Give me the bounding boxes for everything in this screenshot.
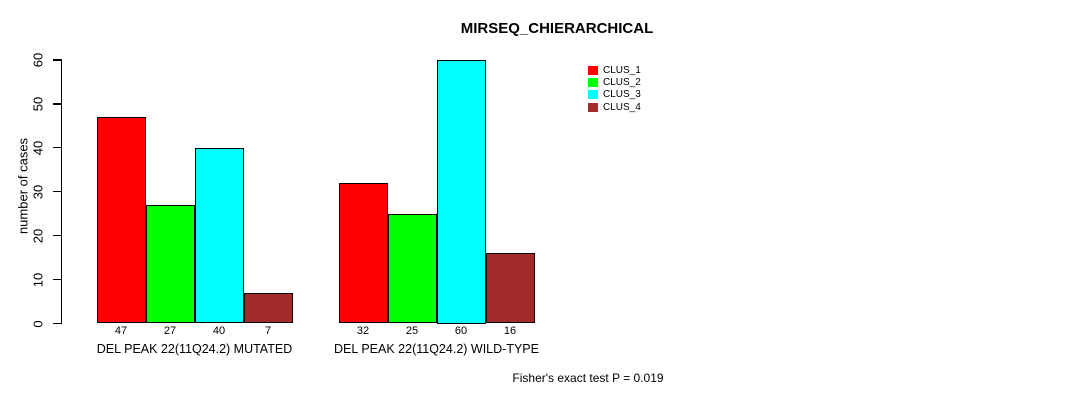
annotation-fisher-test: Fisher's exact test P = 0.019 — [512, 371, 664, 385]
y-axis-line — [60, 59, 62, 325]
bar-clus_3 — [194, 147, 244, 324]
bar-value-label: 7 — [264, 324, 272, 337]
legend-label: CLUS_3 — [603, 89, 641, 101]
legend-row: CLUS_2 — [588, 76, 641, 88]
y-tick-label: 60 — [30, 52, 46, 68]
y-tick-mark — [53, 322, 61, 325]
bar-clus_1 — [338, 182, 388, 324]
y-tick-mark — [53, 103, 61, 105]
legend: CLUS_1 CLUS_2 CLUS_3 CLUS_4 — [588, 64, 641, 113]
legend-label: CLUS_1 — [603, 64, 641, 76]
y-tick-label: 0 — [30, 319, 46, 328]
y-tick-label: 50 — [30, 96, 46, 112]
legend-row: CLUS_3 — [588, 89, 641, 101]
y-tick-mark — [53, 235, 61, 237]
y-tick-label: 30 — [30, 184, 46, 199]
y-tick-mark — [53, 191, 61, 193]
bar-clus_2 — [387, 213, 437, 324]
bar-value-label: 47 — [114, 324, 128, 337]
legend-row: CLUS_4 — [588, 101, 641, 113]
legend-row: CLUS_1 — [588, 64, 641, 76]
y-tick-mark — [53, 147, 61, 149]
y-tick-label: 20 — [30, 228, 46, 243]
y-tick-mark — [53, 278, 61, 281]
legend-label: CLUS_4 — [603, 101, 641, 113]
legend-swatch-clus_3 — [588, 90, 598, 100]
bar-clus_4 — [485, 253, 535, 324]
bar-value-label: 60 — [454, 324, 468, 337]
y-tick-label: 10 — [30, 272, 46, 287]
bar-clus_3 — [436, 60, 486, 324]
bar-clus_4 — [243, 292, 293, 324]
bar-clus_1 — [96, 117, 146, 324]
legend-swatch-clus_4 — [588, 102, 598, 112]
legend-swatch-clus_2 — [588, 77, 598, 87]
chart-title: MIRSEQ_CHIERARCHICAL — [460, 20, 654, 37]
bar-clus_2 — [145, 204, 195, 324]
x-category-label: DEL PEAK 22(11Q24.2) WILD-TYPE — [334, 341, 539, 356]
bar-value-label: 16 — [503, 324, 517, 337]
x-category-label: DEL PEAK 22(11Q24.2) MUTATED — [96, 341, 293, 356]
y-tick-mark — [53, 59, 61, 61]
bar-value-label: 25 — [405, 324, 419, 337]
bar-value-label: 27 — [163, 324, 177, 337]
y-axis-label: number of cases — [15, 137, 31, 235]
bar-value-label: 40 — [212, 324, 226, 337]
bar-value-label: 32 — [356, 324, 370, 337]
legend-label: CLUS_2 — [603, 76, 641, 88]
y-tick-label: 40 — [30, 140, 46, 156]
legend-swatch-clus_1 — [588, 65, 598, 75]
